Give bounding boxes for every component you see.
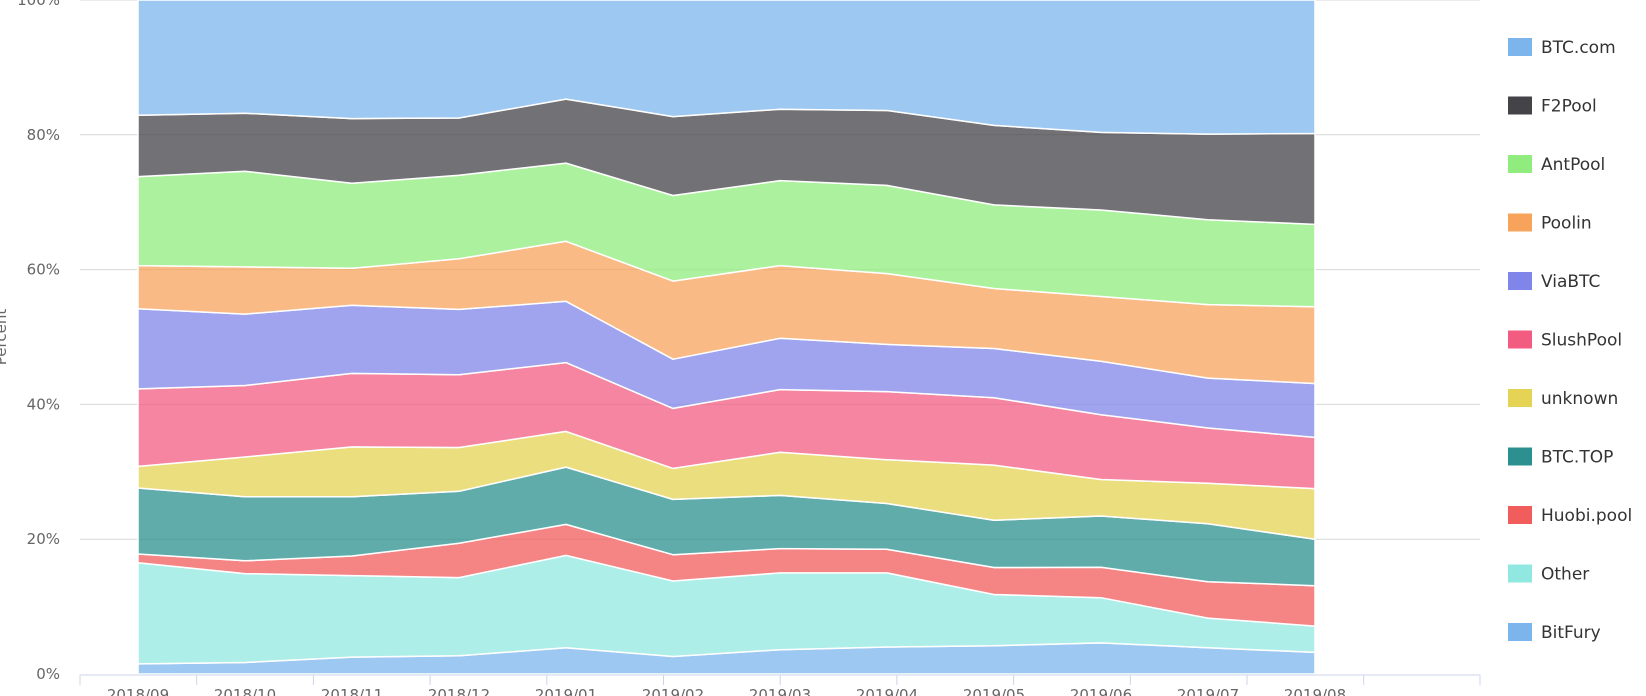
axes: 0% 20% 40% 60% 80% 100% Percent 2018/09 2018/10 2… — [0, 0, 1481, 696]
legend-label: Poolin — [1541, 214, 1592, 234]
legend-item-poolin[interactable]: Poolin — [1508, 213, 1592, 234]
legend-swatch — [1508, 623, 1532, 641]
legend-item-other[interactable]: Other — [1508, 564, 1589, 585]
x-tick-label: 2019/08 — [1284, 686, 1346, 696]
legend-swatch — [1508, 330, 1532, 349]
legend-swatch — [1508, 272, 1532, 290]
legend-swatch — [1508, 389, 1532, 407]
legend-swatch — [1508, 38, 1532, 56]
legend-item-antpool[interactable]: AntPool — [1508, 155, 1605, 175]
x-tick-label: 2019/01 — [535, 686, 597, 696]
legend-item-unknown[interactable]: unknown — [1508, 389, 1618, 409]
legend-swatch — [1508, 96, 1532, 115]
area-series — [137, 0, 1316, 675]
y-tick-label: 100% — [17, 0, 60, 9]
y-tick-label: 0% — [36, 665, 60, 683]
legend: BTC.com F2Pool AntPool Poolin ViaBTC SlushPoo… — [1508, 38, 1632, 643]
x-tick-label: 2019/04 — [856, 686, 918, 696]
x-tick-label: 2018/12 — [428, 686, 490, 696]
legend-item-btc-com[interactable]: BTC.com — [1508, 38, 1616, 58]
x-tick-label: 2019/07 — [1177, 686, 1239, 696]
legend-item-slushpool[interactable]: SlushPool — [1508, 330, 1622, 351]
x-tick-label: 2019/05 — [963, 686, 1025, 696]
legend-label: unknown — [1541, 389, 1618, 409]
y-tick-label: 60% — [27, 261, 60, 279]
y-axis-title: Percent — [0, 309, 10, 366]
y-tick-label: 20% — [27, 530, 60, 548]
legend-swatch — [1508, 213, 1532, 232]
legend-item-viabtc[interactable]: ViaBTC — [1508, 272, 1600, 292]
legend-label: BTC.TOP — [1541, 448, 1613, 468]
legend-label: F2Pool — [1541, 97, 1597, 117]
legend-label: ViaBTC — [1541, 272, 1600, 292]
legend-swatch — [1508, 506, 1532, 524]
x-tick-label: 2019/02 — [642, 686, 704, 696]
legend-item-bitfury[interactable]: BitFury — [1508, 623, 1601, 643]
legend-item-huobi-pool[interactable]: Huobi.pool — [1508, 506, 1632, 526]
legend-swatch — [1508, 564, 1532, 583]
legend-swatch — [1508, 155, 1532, 173]
legend-label: Huobi.pool — [1541, 506, 1632, 526]
legend-label: BTC.com — [1541, 38, 1616, 58]
legend-swatch — [1508, 447, 1532, 466]
y-tick-label: 80% — [27, 126, 60, 144]
x-tick-label: 2018/11 — [321, 686, 383, 696]
legend-label: BitFury — [1541, 623, 1601, 643]
y-tick-label: 40% — [27, 395, 60, 413]
legend-item-btc-top[interactable]: BTC.TOP — [1508, 447, 1613, 468]
legend-label: SlushPool — [1541, 331, 1622, 351]
x-tick-label: 2018/09 — [107, 686, 169, 696]
legend-item-f2pool[interactable]: F2Pool — [1508, 96, 1597, 117]
legend-label: Other — [1541, 565, 1589, 585]
x-tick-label: 2018/10 — [214, 686, 276, 696]
x-tick-label: 2019/06 — [1070, 686, 1132, 696]
legend-label: AntPool — [1541, 155, 1605, 175]
x-tick-label: 2019/03 — [749, 686, 811, 696]
area-btc-com[interactable] — [137, 0, 1316, 135]
